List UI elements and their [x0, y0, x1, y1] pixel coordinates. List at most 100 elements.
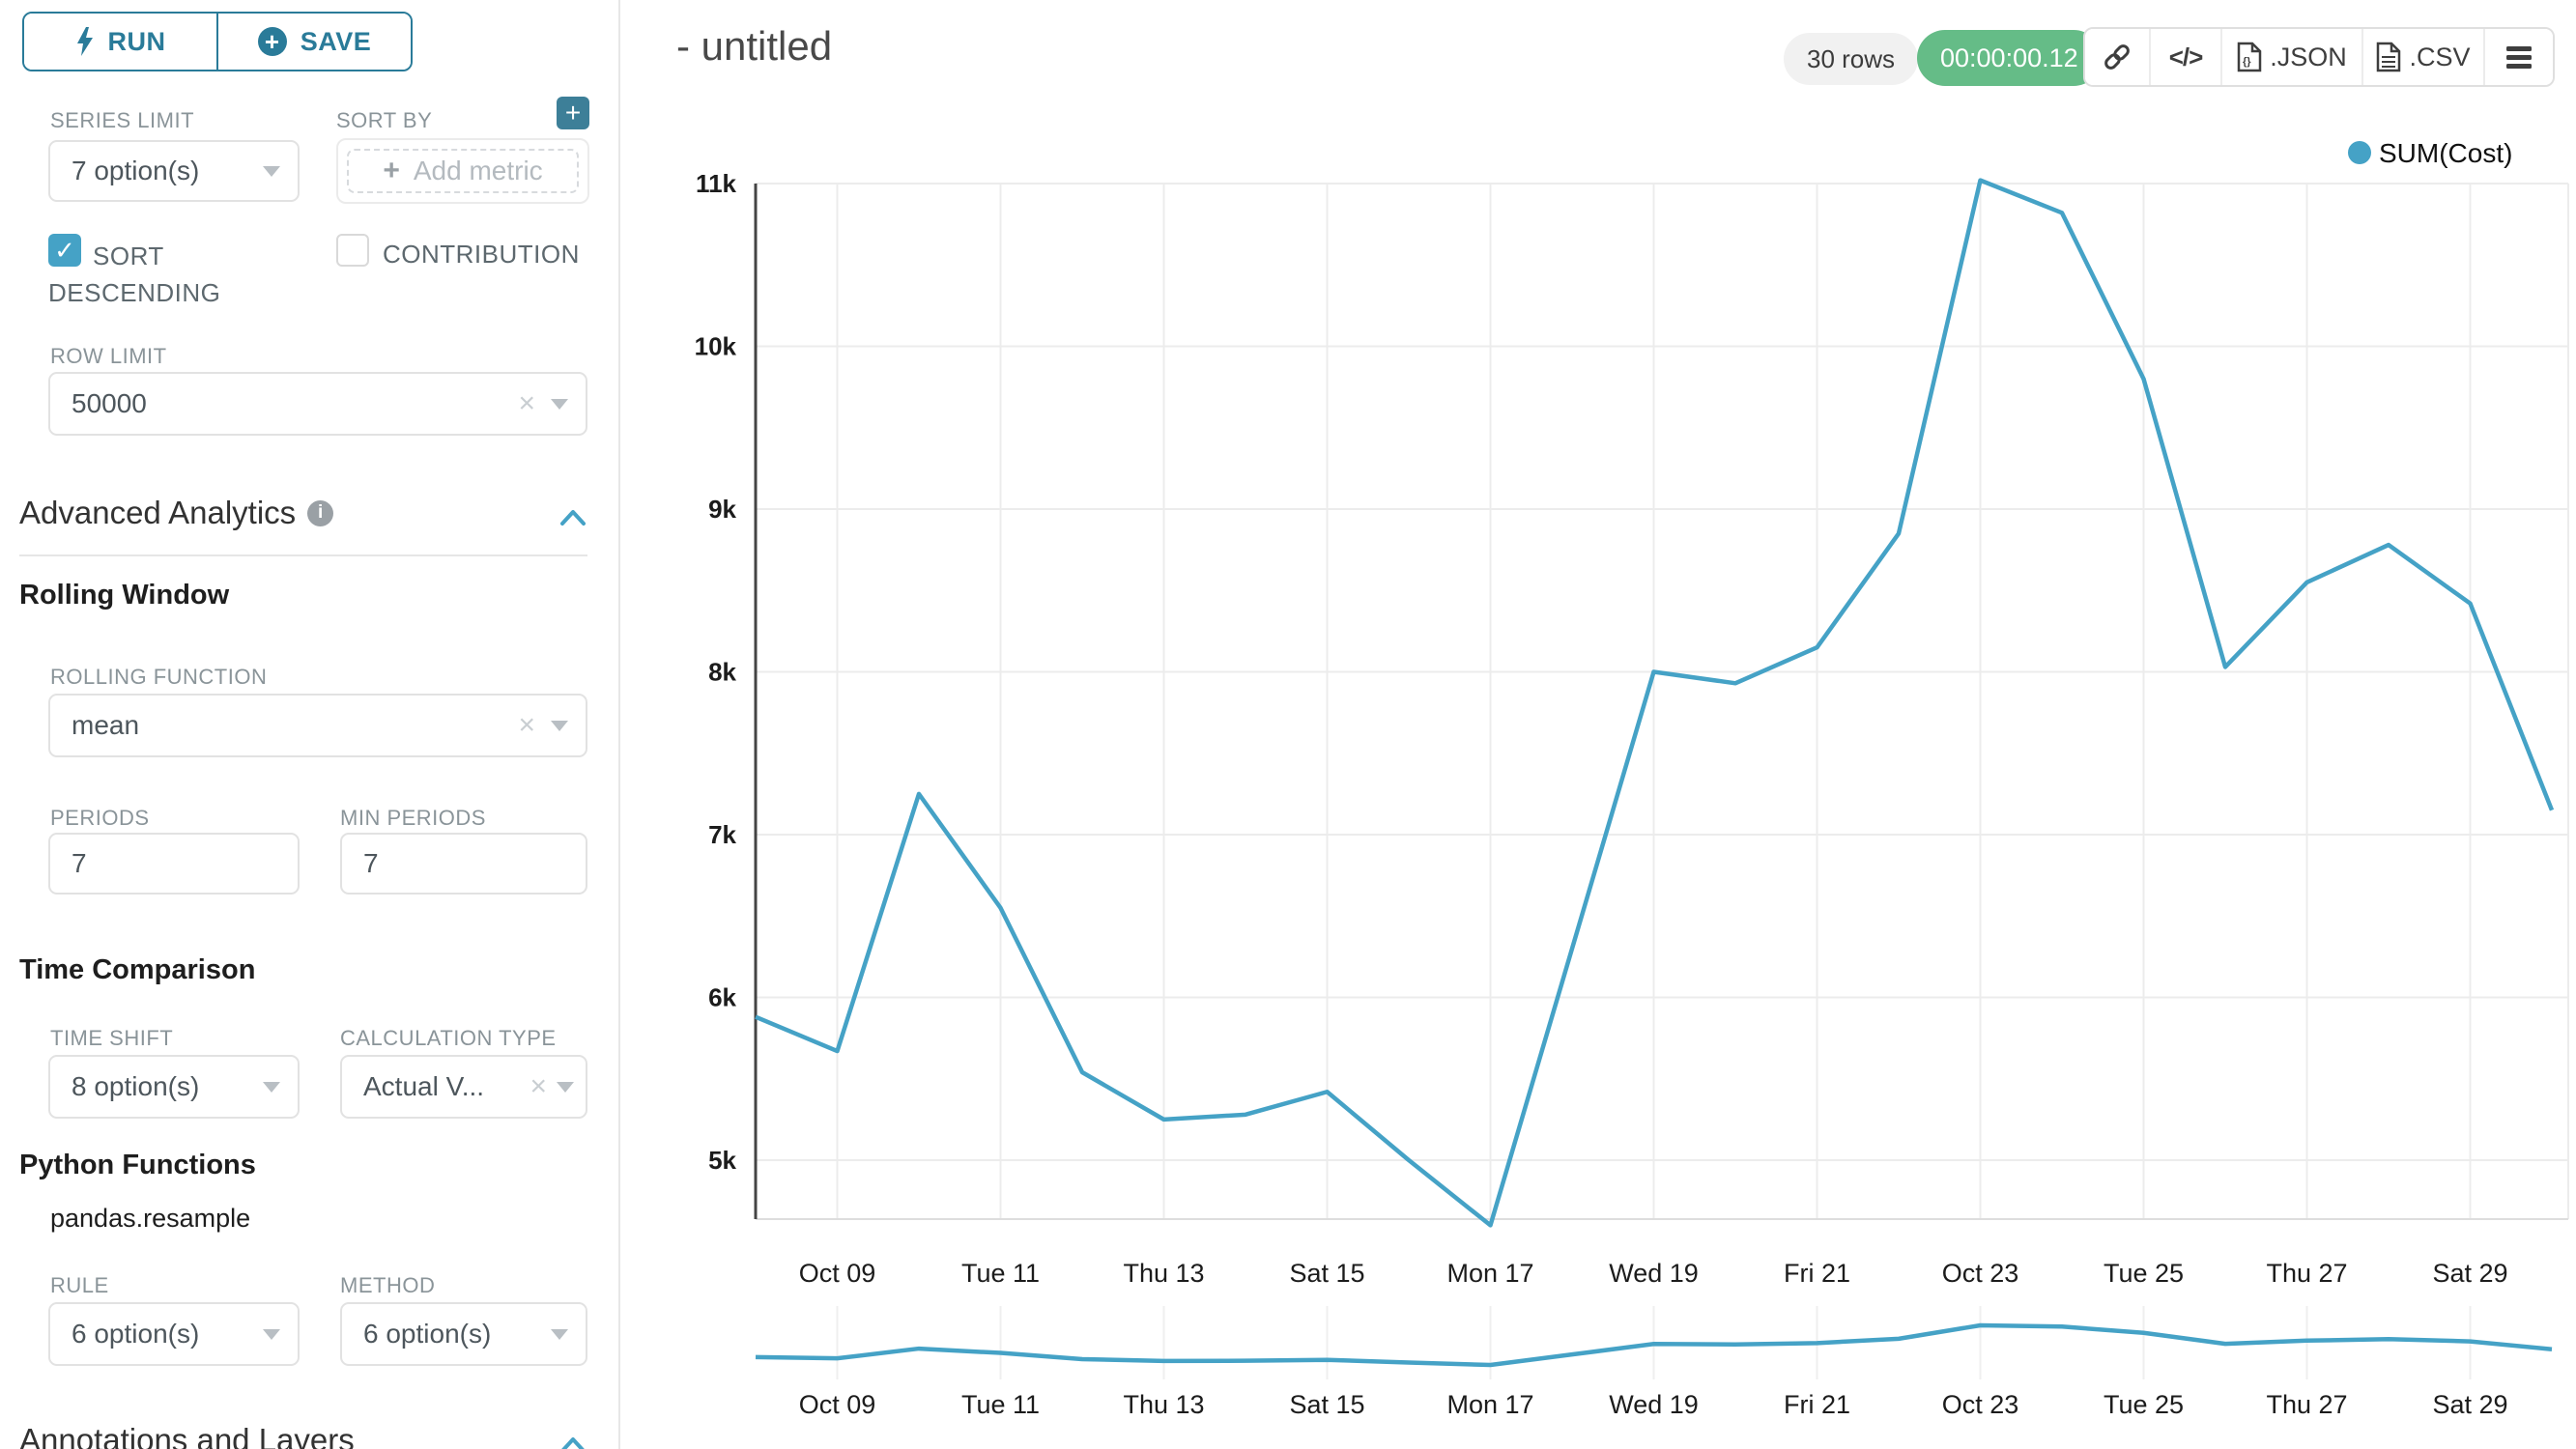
mini-x-axis-tick: Tue 11 [961, 1390, 1040, 1419]
y-axis-tick: 6k [708, 983, 736, 1012]
chevron-up-icon[interactable] [558, 1435, 587, 1449]
series-limit-value: 7 option(s) [72, 156, 200, 185]
export-json-button[interactable]: {} .JSON [2220, 29, 2361, 85]
main-series-line[interactable] [755, 178, 2555, 1228]
save-button[interactable]: + SAVE [216, 14, 411, 70]
plus-circle-icon: + [257, 27, 287, 56]
y-axis-tick: 8k [708, 658, 736, 687]
legend[interactable]: SUM(Cost) [2348, 138, 2512, 168]
chevron-up-icon[interactable] [558, 508, 587, 527]
x-axis-tick: Thu 13 [1123, 1259, 1204, 1288]
more-options-button[interactable] [2483, 29, 2553, 85]
x-axis-tick: Sat 15 [1289, 1259, 1364, 1288]
plus-icon: + [383, 155, 400, 186]
mini-x-axis-tick: Wed 19 [1609, 1390, 1699, 1419]
calculation-type-label: CALCULATION TYPE [340, 1026, 557, 1050]
run-button[interactable]: RUN [24, 14, 216, 70]
chevron-down-icon [263, 165, 280, 177]
context-series-line[interactable] [755, 1322, 2553, 1368]
clear-icon[interactable]: × [530, 1070, 547, 1102]
run-save-buttons: RUN + SAVE [22, 12, 413, 71]
clear-icon[interactable]: × [518, 709, 535, 741]
mini-x-axis-tick: Oct 09 [799, 1390, 876, 1419]
add-sort-icon[interactable]: + [557, 97, 589, 129]
json-label: .JSON [2270, 42, 2347, 71]
control-panel: RUN + SAVE SERIES LIMIT SORT BY + 7 opti… [0, 0, 618, 1449]
x-axis-tick: Fri 21 [1784, 1259, 1850, 1288]
sort-by-add-metric[interactable]: + Add metric [336, 138, 589, 204]
x-axis-tick: Mon 17 [1446, 1259, 1533, 1288]
rule-select[interactable]: 6 option(s) [48, 1302, 300, 1366]
contribution-label: CONTRIBUTION [383, 240, 580, 269]
mini-x-axis-tick: Tue 25 [2104, 1390, 2184, 1419]
json-file-icon: {} [2237, 42, 2262, 72]
view-query-button[interactable]: </> [2149, 29, 2220, 85]
chevron-down-icon [263, 1328, 280, 1340]
x-axis-tick: Tue 11 [961, 1259, 1040, 1288]
method-select[interactable]: 6 option(s) [340, 1302, 587, 1366]
add-metric-dropzone[interactable]: + Add metric [347, 149, 579, 193]
timeseries-line-chart[interactable]: 5k 6k 7k 8k 9k 10k 11k Oct 09 Oct 09 Tue 11 Tue 11… [618, 116, 2576, 1449]
add-metric-label: Add metric [413, 156, 543, 185]
export-button-group: </> {} .JSON .CSV [2083, 27, 2555, 87]
time-shift-value: 8 option(s) [72, 1071, 200, 1101]
calculation-type-value: Actual V... [363, 1071, 485, 1101]
share-link-button[interactable] [2085, 29, 2149, 85]
chart-title[interactable]: - untitled [676, 23, 833, 69]
periods-value: 7 [72, 848, 87, 878]
x-axis-tick: Oct 23 [1942, 1259, 2019, 1288]
rule-value: 6 option(s) [72, 1319, 200, 1349]
method-label: METHOD [340, 1273, 436, 1297]
x-axis-tick: Tue 25 [2104, 1259, 2184, 1288]
export-csv-button[interactable]: .CSV [2361, 29, 2483, 85]
y-axis-tick: 7k [708, 820, 736, 849]
python-functions-title: Python Functions [19, 1150, 256, 1180]
min-periods-input[interactable]: 7 [340, 833, 587, 895]
rolling-function-select[interactable]: mean × [48, 694, 587, 757]
pandas-resample-label: pandas.resample [50, 1204, 251, 1233]
chevron-down-icon [551, 398, 568, 410]
x-axis-tick: Wed 19 [1609, 1259, 1699, 1288]
sort-by-label: SORT BY [336, 108, 433, 132]
check-icon: ✓ [54, 235, 75, 265]
chevron-down-icon [551, 720, 568, 731]
row-limit-select[interactable]: 50000 × [48, 372, 587, 436]
mini-x-axis-tick: Sat 29 [2432, 1390, 2507, 1419]
periods-input[interactable]: 7 [48, 833, 300, 895]
mini-x-axis-tick: Sat 15 [1289, 1390, 1364, 1419]
mini-x-axis-tick: Mon 17 [1446, 1390, 1533, 1419]
row-limit-label: ROW LIMIT [50, 344, 167, 368]
row-limit-value: 50000 [72, 388, 147, 418]
min-periods-value: 7 [363, 848, 379, 878]
x-axis-tick: Thu 27 [2266, 1259, 2347, 1288]
rolling-function-label: ROLLING FUNCTION [50, 665, 268, 689]
query-timer-badge: 00:00:00.12 [1917, 30, 2102, 86]
run-label: RUN [107, 26, 166, 56]
time-shift-label: TIME SHIFT [50, 1026, 174, 1050]
legend-dot [2348, 141, 2371, 164]
annotations-title: Annotations and Layers [19, 1422, 355, 1449]
mini-x-axis-tick: Oct 23 [1942, 1390, 2019, 1419]
svg-text:{}: {} [2243, 56, 2251, 68]
y-axis-tick: 10k [695, 332, 737, 361]
calculation-type-select[interactable]: Actual V... × [340, 1055, 587, 1119]
annotations-header[interactable]: Annotations and Layers [19, 1422, 355, 1449]
link-icon [2104, 44, 2130, 70]
time-shift-select[interactable]: 8 option(s) [48, 1055, 300, 1119]
save-label: SAVE [300, 26, 372, 56]
mini-x-axis-tick: Thu 27 [2266, 1390, 2347, 1419]
row-count-badge: 30 rows [1784, 33, 1919, 85]
chevron-down-icon [551, 1328, 568, 1340]
mini-x-axis-tick: Fri 21 [1784, 1390, 1850, 1419]
series-limit-select[interactable]: 7 option(s) [48, 140, 300, 202]
x-axis-tick: Oct 09 [799, 1259, 876, 1288]
section-divider [19, 554, 587, 556]
contribution-checkbox[interactable] [336, 234, 369, 267]
y-axis-tick: 5k [708, 1146, 736, 1175]
clear-icon[interactable]: × [518, 387, 535, 419]
advanced-analytics-header[interactable]: Advanced Analytics i [19, 495, 334, 531]
bolt-icon [76, 27, 93, 56]
rolling-window-title: Rolling Window [19, 580, 230, 611]
sort-descending-checkbox[interactable]: ✓ [48, 234, 81, 267]
